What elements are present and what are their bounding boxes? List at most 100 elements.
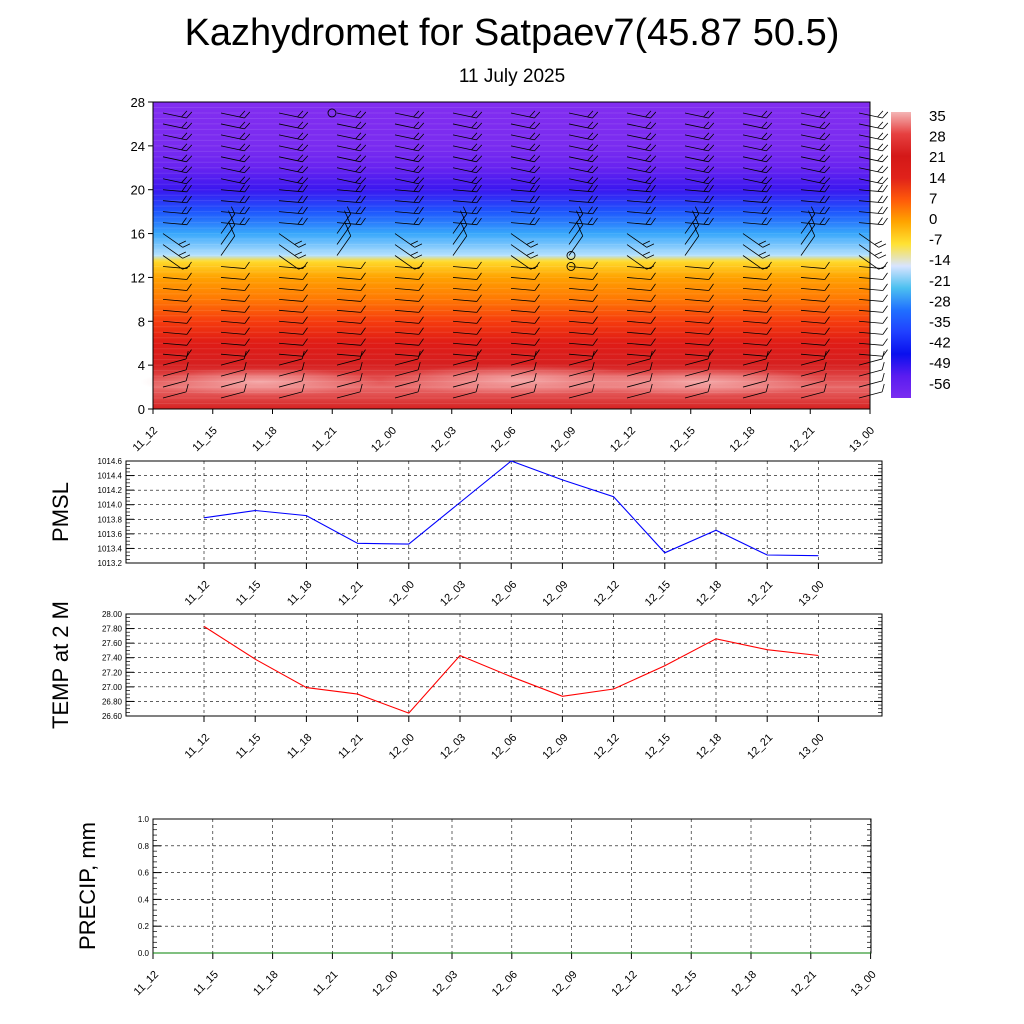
x-tick-label: 12_00: [387, 579, 417, 609]
wind-barb: [220, 294, 250, 302]
cross-section-panel: 0 4 8 12 16 20 24 28 11_12 11_15 11_18 11_21 12_00 12…: [131, 95, 951, 455]
wind-barb: [684, 361, 711, 377]
x-tick-label: 13_00: [796, 579, 826, 609]
wind-barb: [626, 372, 653, 388]
wind-barb: [278, 154, 309, 163]
wind-barb: [452, 228, 468, 256]
wind-barb: [568, 217, 598, 226]
wind-barb: [452, 143, 483, 152]
wind-barb: [278, 143, 309, 152]
wind-barb: [394, 154, 425, 163]
wind-barb: [162, 349, 192, 357]
wind-barb: [626, 217, 656, 226]
wind-barb: [510, 338, 540, 346]
wind-barb: [162, 327, 192, 335]
wind-barb: [684, 143, 715, 152]
y-tick-label: 1.0: [138, 815, 150, 824]
colorbar-label: -7: [929, 232, 942, 249]
wind-barb: [568, 351, 595, 366]
y-tick-label: 26.80: [102, 697, 123, 706]
wind-barb: [336, 327, 366, 335]
wind-barb: [278, 351, 305, 366]
x-tick-label: 11_21: [336, 579, 366, 609]
wind-barb: [220, 217, 250, 226]
wind-barb: [568, 372, 595, 388]
wind-barb: [278, 261, 308, 269]
wind-barb: [626, 233, 655, 248]
x-tick-label: 11_21: [311, 969, 341, 999]
warm-core-0: [140, 368, 380, 396]
wind-barb: [800, 305, 830, 313]
wind-barb: [336, 349, 366, 357]
wind-barb: [626, 206, 656, 215]
wind-barb: [162, 283, 192, 291]
wind-barb: [394, 361, 421, 377]
wind-barb: [278, 361, 305, 377]
colorbar-label: 7: [929, 190, 937, 207]
y-tick-label: 20: [131, 183, 145, 198]
wind-barb: [220, 372, 247, 388]
wind-barb: [162, 121, 193, 130]
x-tick-label: 11_12: [131, 425, 161, 455]
wind-barb: [742, 206, 772, 215]
wind-barb: [626, 184, 656, 193]
wind-barb: [800, 351, 827, 366]
wind-barb: [336, 228, 352, 256]
wind-barb: [162, 233, 191, 248]
y-tick-label: 27.20: [102, 668, 123, 677]
wind-barb: [394, 272, 424, 280]
y-tick-label: 1013.4: [98, 544, 123, 553]
wind-barb: [510, 195, 540, 204]
wind-barb: [220, 338, 250, 346]
y-tick-label: 0.8: [138, 842, 150, 851]
wind-barb: [684, 338, 714, 346]
y-tick-label: 1014.0: [98, 501, 123, 510]
wind-barb: [510, 327, 540, 335]
wind-barb: [626, 154, 657, 163]
y-tick-label: 28: [131, 95, 145, 110]
colorbar-label: 0: [929, 211, 937, 228]
colorbar-label: 14: [929, 170, 946, 187]
wind-barb: [336, 195, 366, 204]
wind-barb: [858, 132, 889, 141]
wind-barb: [510, 244, 539, 259]
wind-barb: [858, 316, 888, 324]
wind-barb: [220, 176, 251, 185]
wind-barb: [742, 143, 773, 152]
wind-barb: [800, 217, 830, 226]
wind-barb: [684, 165, 715, 174]
wind-barb: [336, 294, 366, 302]
y-tick-label: 27.40: [102, 654, 123, 663]
wind-barb: [336, 132, 367, 141]
y-tick-label: 16: [131, 227, 145, 242]
wind-barb: [220, 261, 250, 269]
wind-barb: [742, 165, 773, 174]
wind-barb: [858, 261, 888, 269]
x-tick-label: 11_21: [336, 732, 366, 762]
wind-barb: [220, 143, 251, 152]
wind-barb: [626, 121, 657, 130]
wind-barb: [568, 261, 598, 269]
wind-barb: [858, 305, 888, 313]
y-tick-label: 1014.4: [98, 472, 123, 481]
x-tick-label: 12_21: [745, 579, 775, 609]
wind-barb: [684, 316, 714, 324]
wind-barb: [800, 372, 827, 388]
y-tick-label: 26.60: [102, 712, 123, 721]
x-tick-label: 12_18: [729, 969, 759, 999]
wind-barb: [452, 154, 483, 163]
wind-barb: [684, 351, 711, 366]
wind-barb: [162, 305, 192, 313]
wind-barb: [162, 132, 193, 141]
wind-barb: [510, 316, 540, 324]
x-tick-label: 12_03: [430, 969, 460, 999]
colorbar-label: -42: [929, 335, 951, 352]
y-tick-label: 0.6: [138, 869, 150, 878]
wind-barb: [336, 206, 366, 215]
wind-barb: [800, 349, 830, 357]
wind-barb: [858, 338, 888, 346]
x-tick-label: 13_00: [849, 969, 879, 999]
x-tick-label: 12_21: [787, 425, 817, 455]
wind-barb: [394, 351, 421, 366]
wind-barb: [858, 184, 888, 193]
